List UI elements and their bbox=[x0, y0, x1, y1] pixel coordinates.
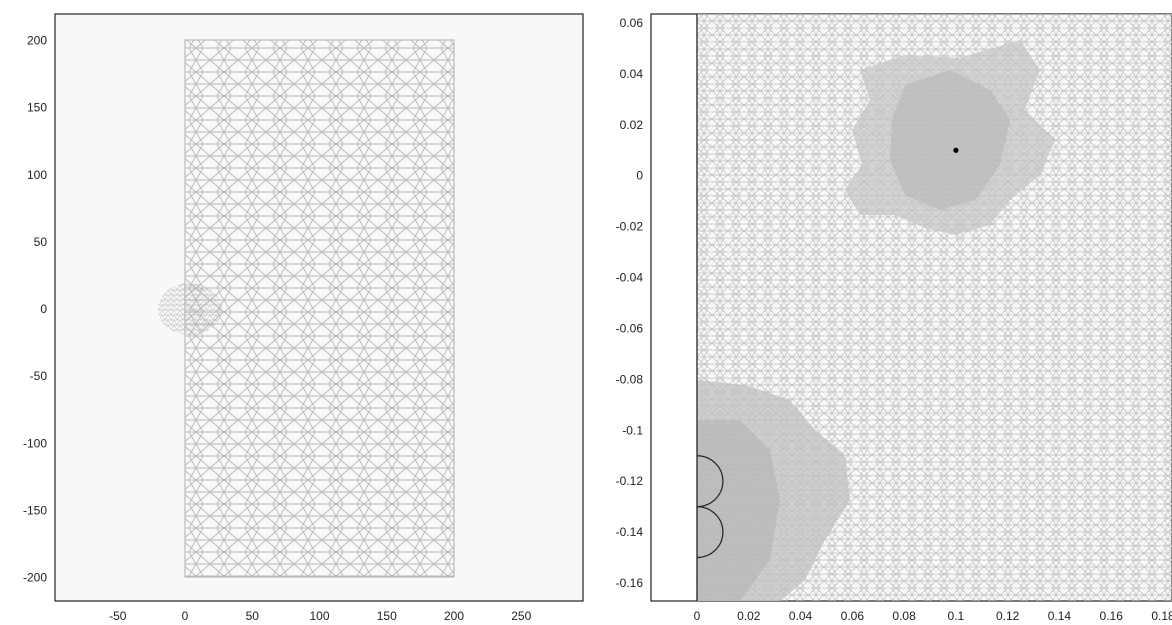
right-x-tick: 0.14 bbox=[1048, 609, 1072, 623]
right-x-tick: 0.1 bbox=[948, 609, 965, 623]
right-y-tick: -0.1 bbox=[622, 423, 643, 437]
right-x-tick: 0.12 bbox=[996, 609, 1020, 623]
right-y-tick: -0.04 bbox=[616, 271, 644, 285]
left-x-tick: 200 bbox=[444, 609, 464, 623]
right-y-tick: -0.08 bbox=[616, 372, 644, 386]
left-y-tick: -100 bbox=[23, 436, 47, 450]
right-y-tick: -0.12 bbox=[616, 474, 644, 488]
left-y-tick: -50 bbox=[30, 369, 48, 383]
right-y-tick: -0.14 bbox=[616, 525, 644, 539]
right-y-tick: -0.02 bbox=[616, 220, 644, 234]
left-x-tick: 250 bbox=[511, 609, 531, 623]
right-y-tick-labels: 0.06 0.04 0.02 0 -0.02 -0.04 -0.06 -0.08 -0.1 -0.… bbox=[616, 16, 644, 590]
left-x-tick: 150 bbox=[377, 609, 397, 623]
left-y-tick: 50 bbox=[34, 235, 48, 249]
left-domain-mesh bbox=[184, 39, 455, 578]
right-x-tick: 0.18 bbox=[1151, 609, 1172, 623]
left-x-tick: -50 bbox=[109, 609, 127, 623]
left-panel: -50 0 50 100 150 200 250 200 150 100 50 0 -50 -100 -1… bbox=[23, 13, 584, 623]
left-refinement-region bbox=[158, 283, 222, 335]
right-x-tick: 0.04 bbox=[789, 609, 813, 623]
right-x-tick: 0 bbox=[694, 609, 701, 623]
right-x-tick: 0.16 bbox=[1100, 609, 1124, 623]
right-y-tick: 0.02 bbox=[620, 118, 644, 132]
left-x-tick: 100 bbox=[309, 609, 329, 623]
right-y-tick: 0.04 bbox=[620, 67, 644, 81]
right-x-tick: 0.02 bbox=[737, 609, 761, 623]
left-y-tick: -200 bbox=[23, 571, 47, 585]
right-y-tick: 0.06 bbox=[620, 16, 644, 30]
left-y-tick-labels: 200 150 100 50 0 -50 -100 -150 -200 bbox=[23, 34, 47, 585]
semicircle-upper bbox=[696, 455, 724, 508]
right-panel: 0 0.02 0.04 0.06 0.08 0.1 0.12 0.14 0.16 0.18 0.0… bbox=[616, 13, 1172, 623]
right-y-tick: 0 bbox=[636, 169, 643, 183]
left-y-tick: 150 bbox=[27, 101, 47, 115]
left-x-tick: 50 bbox=[246, 609, 260, 623]
left-y-tick: 200 bbox=[27, 34, 47, 48]
right-x-tick: 0.08 bbox=[892, 609, 916, 623]
left-y-tick: -150 bbox=[23, 503, 47, 517]
source-point bbox=[953, 147, 959, 153]
left-y-tick: 0 bbox=[40, 302, 47, 316]
left-y-tick: 100 bbox=[27, 168, 47, 182]
left-x-tick-labels: -50 0 50 100 150 200 250 bbox=[109, 609, 532, 623]
semicircle-lower bbox=[696, 506, 724, 559]
right-y-tick: -0.16 bbox=[616, 576, 644, 590]
right-y-tick: -0.06 bbox=[616, 321, 644, 335]
right-x-tick-labels: 0 0.02 0.04 0.06 0.08 0.1 0.12 0.14 0.16 0.18 bbox=[694, 609, 1172, 623]
right-x-tick: 0.06 bbox=[841, 609, 865, 623]
left-x-tick: 0 bbox=[182, 609, 189, 623]
